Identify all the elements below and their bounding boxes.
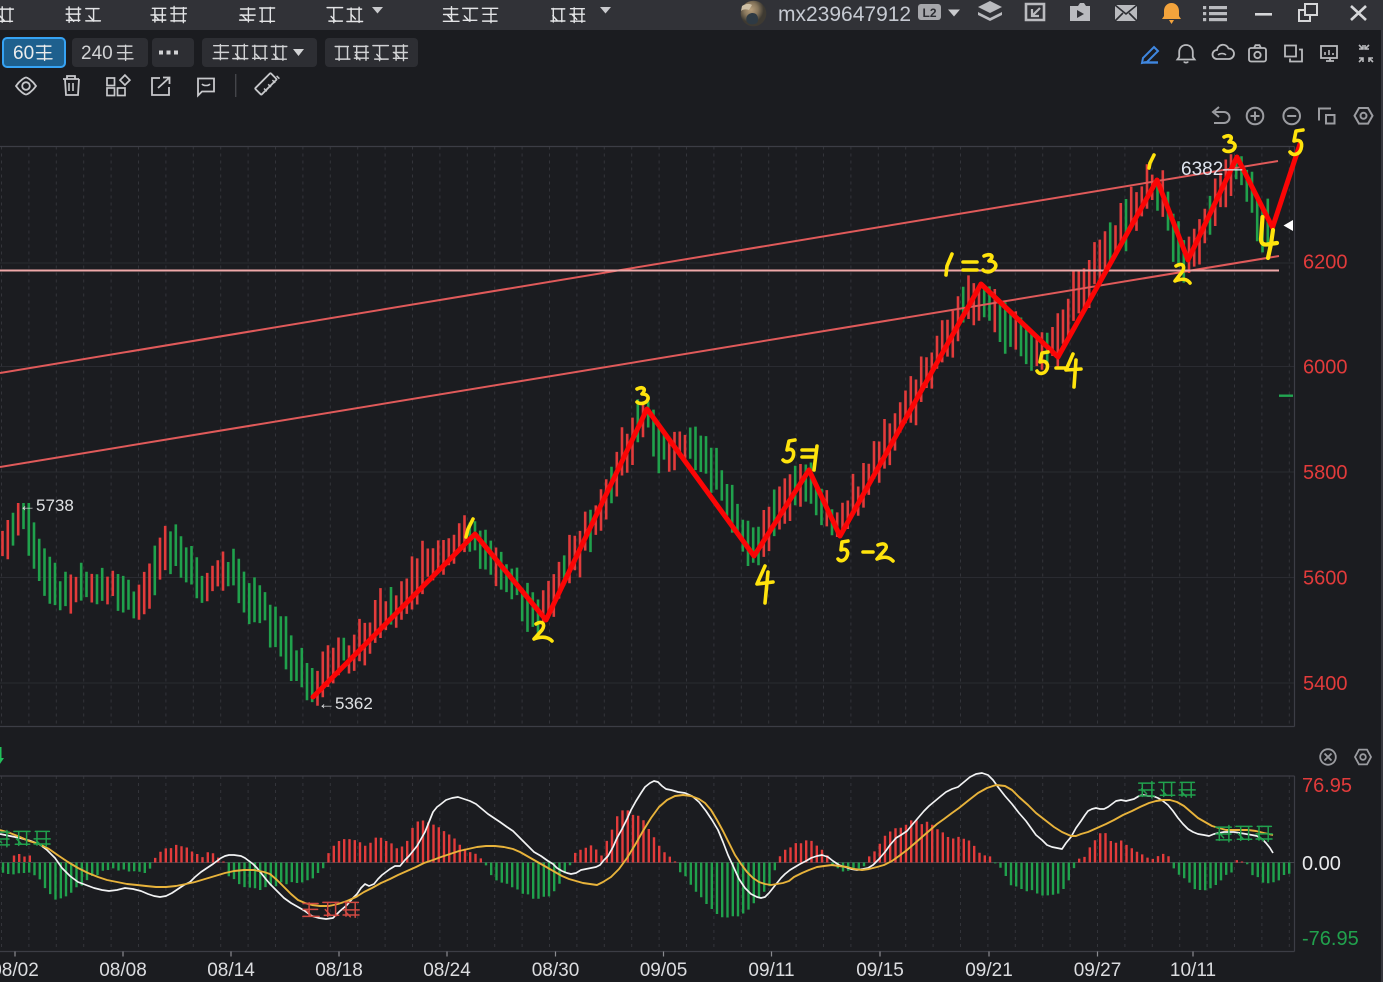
svg-text:60: 60 <box>13 43 34 64</box>
svg-text:09/11: 09/11 <box>748 960 794 981</box>
svg-text:L2: L2 <box>922 6 936 20</box>
svg-text:09/21: 09/21 <box>965 960 1013 981</box>
svg-text:-76.95: -76.95 <box>1302 928 1359 950</box>
svg-text:0.00: 0.00 <box>1302 853 1341 875</box>
svg-text:5600: 5600 <box>1303 568 1348 590</box>
svg-text:08/08: 08/08 <box>99 960 147 981</box>
svg-text:mx239647912: mx239647912 <box>778 3 911 26</box>
svg-text:10/11: 10/11 <box>1170 960 1216 981</box>
svg-text:76.95: 76.95 <box>1302 775 1352 797</box>
svg-text:08/18: 08/18 <box>315 960 363 981</box>
svg-text:09/05: 09/05 <box>640 960 688 981</box>
svg-text:5400: 5400 <box>1303 673 1348 695</box>
svg-text:6382—: 6382— <box>1181 159 1242 180</box>
svg-text:08/24: 08/24 <box>423 960 471 981</box>
svg-text:6200: 6200 <box>1303 252 1348 274</box>
svg-text:09/15: 09/15 <box>856 960 904 981</box>
svg-text:6000: 6000 <box>1303 357 1348 379</box>
svg-text:←5738: ←5738 <box>19 496 74 515</box>
svg-text:08/30: 08/30 <box>532 960 580 981</box>
svg-text:08/02: 08/02 <box>0 960 39 981</box>
svg-text:5800: 5800 <box>1303 462 1348 484</box>
svg-text:240: 240 <box>81 43 113 64</box>
svg-text:08/14: 08/14 <box>207 960 255 981</box>
svg-text:09/27: 09/27 <box>1074 960 1122 981</box>
svg-text:←5362: ←5362 <box>318 694 373 713</box>
